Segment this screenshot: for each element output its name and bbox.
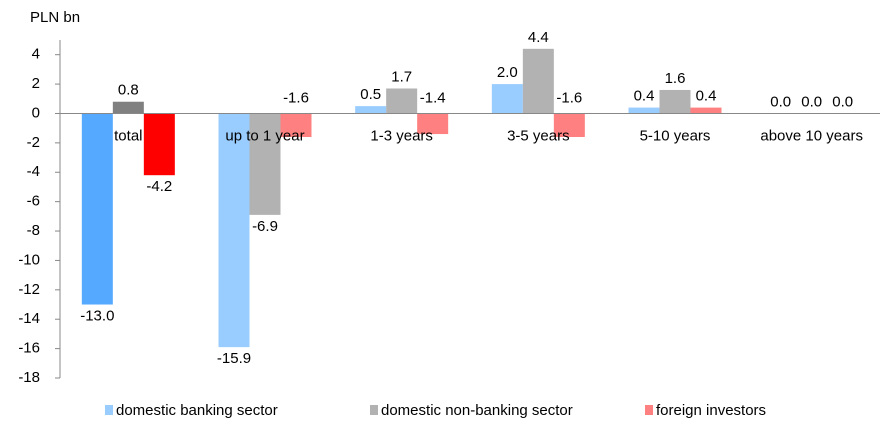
y-tick-label: 2 [32,75,40,92]
data-label: 2.0 [497,64,518,81]
bar [355,106,387,114]
data-label: -15.9 [217,350,251,367]
y-axis-label: PLN bn [30,9,80,26]
bar [143,113,175,176]
x-tick-label: up to 1 year [225,127,304,144]
data-label: 4.4 [528,29,549,46]
data-label: -4.2 [146,178,172,195]
data-label: 1.7 [391,68,412,85]
bar [280,113,312,137]
y-tick-label: -18 [18,369,40,386]
legend-label: domestic banking sector [116,402,278,419]
y-tick-label: -10 [18,251,40,268]
y-tick-label: 4 [32,46,40,63]
data-label: -13.0 [80,307,114,324]
x-tick-label: above 10 years [760,127,863,144]
x-tick-label: 3-5 years [507,127,570,144]
bar [522,48,554,114]
data-label: 0.0 [801,93,822,110]
bar [628,107,660,114]
legend-swatch [105,405,113,415]
data-label: 0.4 [696,88,717,105]
data-label: -1.6 [283,89,309,106]
legend-label: domestic non-banking sector [381,402,573,419]
bar [218,113,250,348]
data-label: 0.5 [360,86,381,103]
y-tick-label: -2 [27,134,40,151]
x-tick-label: total [114,127,142,144]
bar [81,113,113,305]
data-label: -1.4 [420,89,446,106]
y-tick-label: -6 [27,193,40,210]
x-tick-label: 5-10 years [640,127,711,144]
y-tick-label: -12 [18,281,40,298]
data-label: 0.0 [832,93,853,110]
legend-label: foreign investors [656,402,766,419]
bar [112,101,144,114]
bar [249,113,281,215]
y-tick-label: -16 [18,340,40,357]
bar [386,88,418,114]
bar [417,113,449,135]
y-tick-label: 0 [32,104,40,121]
data-label: -1.6 [556,89,582,106]
data-label: 0.0 [770,93,791,110]
y-tick-label: -14 [18,310,40,327]
data-label: -6.9 [252,218,278,235]
data-label: 1.6 [665,70,686,87]
y-tick-label: -4 [27,163,40,180]
bar [690,107,722,114]
legend-swatch [370,405,378,415]
bar [553,113,585,137]
data-label: 0.4 [634,88,655,105]
x-tick-label: 1-3 years [370,127,433,144]
bar [659,89,691,114]
y-tick-label: -8 [27,222,40,239]
bar [491,84,523,114]
legend-swatch [645,405,653,415]
data-label: 0.8 [118,82,139,99]
